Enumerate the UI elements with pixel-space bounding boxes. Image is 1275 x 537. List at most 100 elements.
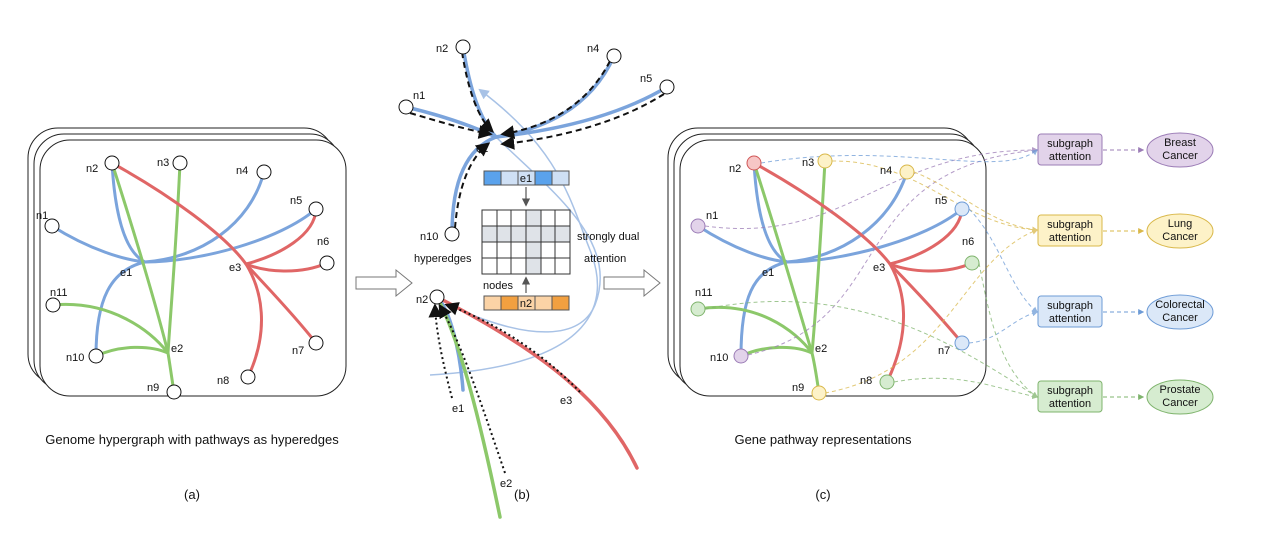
- panel-c: n1 n2 n3 n4 n5 n6 n7 n8 n9 n10 n11 e1 e2…: [667, 127, 1214, 502]
- label-c-n7: n7: [938, 345, 950, 357]
- svg-text:Prostate: Prostate: [1160, 384, 1201, 396]
- n2-vector-label: n2: [520, 298, 532, 310]
- nodes-label: nodes: [483, 280, 513, 292]
- label-b-n10: n10: [420, 231, 438, 243]
- node-n2: [104, 155, 120, 171]
- label-c-n9: n9: [792, 382, 804, 394]
- attention-matrix: [481, 209, 571, 275]
- attention-label-1: strongly dual: [577, 231, 639, 243]
- node-c-n8: [879, 374, 895, 390]
- hyperedges-label: hyperedges: [414, 253, 472, 265]
- label-c-n8: n8: [860, 375, 872, 387]
- label-n9: n9: [147, 382, 159, 394]
- node-n9: [166, 384, 182, 400]
- caption-c: Gene pathway representations: [734, 432, 912, 447]
- label-c: (c): [815, 487, 830, 502]
- node-n5: [308, 201, 324, 217]
- arrow-b-to-c: [603, 268, 661, 298]
- node-n1: [44, 218, 60, 234]
- node-c-n4: [899, 164, 915, 180]
- node-c-n6: [964, 255, 980, 271]
- node-n11: [45, 297, 61, 313]
- node-b-n4: [606, 48, 622, 64]
- label-n10: n10: [66, 352, 84, 364]
- label-n5: n5: [290, 195, 302, 207]
- e1-vector: [483, 170, 570, 186]
- node-c-n10: [733, 348, 749, 364]
- label-e2: e2: [171, 343, 183, 355]
- cancer-lung: Lung Cancer: [1146, 213, 1214, 249]
- svg-text:Cancer: Cancer: [1162, 397, 1198, 409]
- label-n2: n2: [86, 163, 98, 175]
- label-b: (b): [514, 487, 530, 502]
- hyperedge-e3: [110, 161, 329, 379]
- node-c-n7: [954, 335, 970, 351]
- label-n3: n3: [157, 157, 169, 169]
- svg-text:Breast: Breast: [1164, 137, 1196, 149]
- label-n4: n4: [236, 165, 248, 177]
- label-b-e1-bottom: e1: [452, 403, 464, 415]
- node-n3: [172, 155, 188, 171]
- node-b-n1: [398, 99, 414, 115]
- label-n1: n1: [36, 210, 48, 222]
- node-c-n1: [690, 218, 706, 234]
- label-b-n2: n2: [436, 43, 448, 55]
- label-b-n2-bottom: n2: [416, 294, 428, 306]
- panel-a: n1 n2 n3 n4 n5 n6 n7 n8 n9 n10 n11 e1 e2…: [27, 127, 347, 502]
- label-c-n4: n4: [880, 165, 892, 177]
- label-b-e2: e2: [500, 478, 512, 490]
- label-b-n5: n5: [640, 73, 652, 85]
- connections-colorectal: [760, 149, 1039, 344]
- node-b-n2-bottom: [429, 289, 445, 305]
- svg-text:subgraph: subgraph: [1047, 138, 1093, 150]
- node-c-n9: [811, 385, 827, 401]
- node-n4: [256, 164, 272, 180]
- svg-text:Cancer: Cancer: [1162, 312, 1198, 324]
- node-b-n10: [444, 226, 460, 242]
- label-c-n11: n11: [695, 287, 713, 299]
- caption-a: Genome hypergraph with pathways as hyper…: [45, 432, 339, 447]
- label-c-n1: n1: [706, 210, 718, 222]
- label-b-e1-top: e1: [476, 143, 488, 155]
- node-c-n3: [817, 153, 833, 169]
- cancer-breast: Breast Cancer: [1146, 132, 1214, 168]
- node-n8: [240, 369, 256, 385]
- svg-text:subgraph: subgraph: [1047, 300, 1093, 312]
- label-c-e3: e3: [873, 262, 885, 274]
- node-n6: [319, 255, 335, 271]
- label-c-n2: n2: [729, 163, 741, 175]
- cancer-prostate: Prostate Cancer: [1146, 379, 1214, 415]
- connections-lung: [824, 160, 1039, 394]
- label-c-e2: e2: [815, 343, 827, 355]
- svg-text:Cancer: Cancer: [1162, 231, 1198, 243]
- connections-breast: [704, 147, 1039, 356]
- node-c-n5: [954, 201, 970, 217]
- svg-text:Cancer: Cancer: [1162, 150, 1198, 162]
- label-n11: n11: [50, 287, 68, 299]
- svg-text:Colorectal: Colorectal: [1155, 299, 1205, 311]
- label-n7: n7: [292, 345, 304, 357]
- node-b-n5: [659, 79, 675, 95]
- panel-b: n2 n1 n4 n5 n10 e1 e1 h: [398, 39, 675, 519]
- n2-vector: [483, 295, 570, 311]
- hyperedge-c-e1: [696, 161, 964, 358]
- svg-text:subgraph: subgraph: [1047, 385, 1093, 397]
- connections-prostate: [704, 262, 1039, 400]
- attention-label-2: attention: [584, 253, 626, 265]
- svg-text:attention: attention: [1049, 313, 1091, 325]
- hyperedge-e1-top: [404, 45, 669, 236]
- label-c-n6: n6: [962, 236, 974, 248]
- node-c-n2: [746, 155, 762, 171]
- label-n6: n6: [317, 236, 329, 248]
- label-c-n5: n5: [935, 195, 947, 207]
- dotted-arrows-to-n2: [428, 302, 581, 474]
- arrow-a-to-b: [355, 268, 413, 298]
- dashed-arrows-to-e1: [409, 51, 665, 229]
- label-c-n3: n3: [802, 157, 814, 169]
- e1-vector-label: e1: [520, 173, 532, 185]
- label-b-n4: n4: [587, 43, 599, 55]
- svg-text:Lung: Lung: [1168, 218, 1192, 230]
- node-n10: [88, 348, 104, 364]
